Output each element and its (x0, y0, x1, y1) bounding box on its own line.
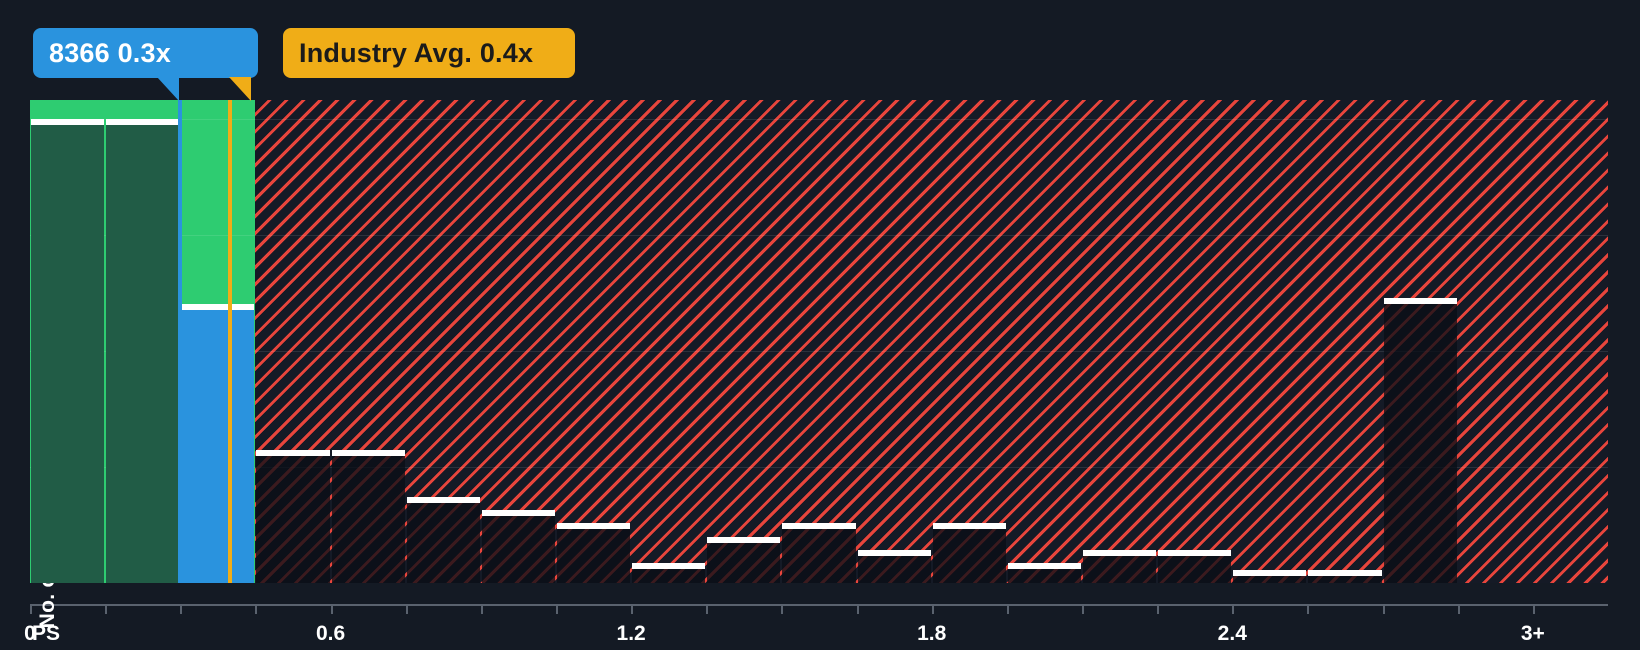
bar[interactable] (1007, 563, 1081, 583)
x-axis-title: PS (32, 622, 61, 645)
bar-top-cap (932, 523, 1006, 530)
x-axis-label-0: 0 (24, 622, 36, 645)
bar[interactable] (106, 118, 180, 583)
company-callout[interactable]: 8366 0.3x (33, 28, 258, 78)
bar[interactable] (932, 523, 1006, 583)
bar-top-cap (1233, 569, 1307, 576)
bar-top-cap (1158, 549, 1232, 556)
x-axis-tick (1382, 604, 1385, 614)
x-axis-tick (1457, 604, 1460, 614)
x-axis-label-3plus: 3+ (1520, 622, 1545, 645)
bar[interactable] (31, 118, 105, 583)
gridline-1 (30, 234, 1608, 236)
x-axis-tick (1232, 604, 1235, 614)
x-axis-tick (1532, 604, 1535, 614)
x-axis-tick (931, 604, 934, 614)
x-axis-label-2-4: 2.4 (1217, 622, 1247, 645)
x-axis-tick (180, 604, 183, 614)
bar[interactable] (1083, 549, 1157, 583)
x-axis-tick (1006, 604, 1009, 614)
bar[interactable] (1158, 549, 1232, 583)
industry-callout-label: Industry Avg. 0.4x (299, 37, 534, 68)
bar-top-cap (406, 496, 480, 503)
industry-callout[interactable]: Industry Avg. 0.4x (283, 28, 575, 78)
bar[interactable] (406, 496, 480, 583)
plot-area (30, 100, 1608, 583)
bar-top-cap (181, 304, 255, 311)
x-axis-tick (1082, 604, 1084, 614)
x-axis-tick (30, 604, 32, 614)
bar-top-cap (557, 523, 631, 530)
bar[interactable] (632, 563, 706, 583)
bar-top-cap (256, 450, 330, 457)
industry-callout-tail (229, 77, 252, 101)
bar-top-cap (632, 563, 706, 570)
x-axis-label-1-8: 1.8 (917, 622, 947, 645)
x-axis-tick (330, 604, 333, 614)
x-axis-tick (1157, 604, 1160, 614)
bar-top-cap (1007, 563, 1081, 570)
bar-top-cap (782, 523, 856, 530)
bar-top-cap (1383, 297, 1457, 304)
x-axis-tick (856, 604, 859, 614)
bar-top-cap (331, 450, 405, 457)
bar[interactable] (1383, 297, 1457, 583)
x-axis-tick (631, 604, 634, 614)
company-callout-label: 8366 0.3x (49, 37, 171, 68)
company-callout-tail (157, 77, 180, 101)
bar[interactable] (1308, 569, 1382, 583)
bar[interactable] (1233, 569, 1307, 583)
bar[interactable] (331, 450, 405, 583)
gridline-3 (30, 466, 1608, 468)
x-axis-tick (781, 604, 784, 614)
company-marker-line (178, 100, 183, 583)
bar[interactable] (557, 523, 631, 583)
x-axis-tick (706, 604, 709, 614)
bar-top-cap (1083, 549, 1157, 556)
bar-top-cap (707, 536, 781, 543)
bar[interactable] (857, 549, 931, 583)
x-axis-label-1-2: 1.2 (616, 622, 646, 645)
x-axis-tick (105, 604, 108, 614)
bar[interactable] (256, 450, 330, 583)
industry-marker-line (228, 100, 233, 583)
bar-top-cap (857, 549, 931, 556)
gridline-0 (30, 118, 1608, 120)
x-axis-line (30, 604, 1608, 606)
x-axis-tick (480, 604, 483, 614)
bar-top-cap (481, 510, 555, 517)
bar[interactable] (481, 510, 555, 583)
bar-top-cap (31, 118, 105, 125)
bar[interactable] (707, 536, 781, 583)
x-axis-label-0-6: 0.6 (315, 622, 346, 645)
x-axis-tick (556, 604, 558, 614)
x-axis-tick (1307, 604, 1310, 614)
bar[interactable] (181, 304, 255, 583)
bar-top-cap (106, 118, 180, 125)
gridline-2 (30, 350, 1608, 352)
x-axis-tick (255, 604, 258, 614)
bar[interactable] (782, 523, 856, 583)
x-axis-tick (405, 604, 408, 614)
bar-top-cap (1308, 569, 1382, 576)
